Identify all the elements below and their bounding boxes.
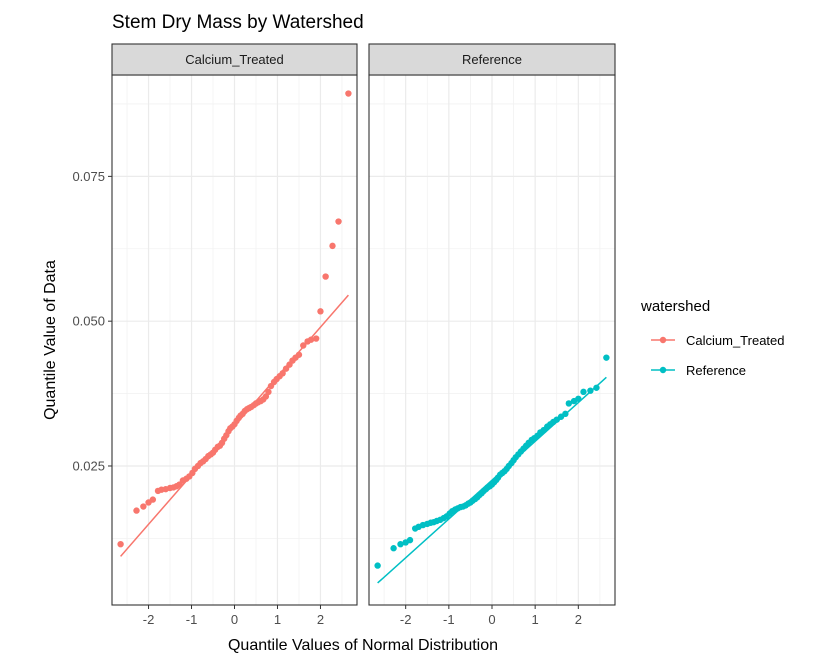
data-point bbox=[117, 540, 124, 548]
facet-strip-reference bbox=[368, 43, 616, 76]
data-point bbox=[390, 545, 397, 552]
points-reference bbox=[374, 354, 610, 569]
data-point bbox=[593, 384, 600, 391]
x-tick-label: 2 bbox=[317, 612, 324, 627]
legend-item-calcium-treated: Calcium_Treated bbox=[651, 333, 785, 348]
x-tick-label: -1 bbox=[443, 612, 455, 627]
panel-gridlines bbox=[112, 75, 357, 605]
x-tick-label: 1 bbox=[532, 612, 539, 627]
x-tick-label: 0 bbox=[488, 612, 495, 627]
data-point bbox=[317, 308, 324, 315]
facet-strip-label: Reference bbox=[462, 52, 522, 67]
x-axis-panel-1: -2 -1 0 1 2 bbox=[143, 605, 324, 627]
facet-panel-reference: Reference bbox=[368, 43, 616, 606]
data-point bbox=[295, 351, 303, 358]
facet-panel-calcium-treated: Calcium_Treated bbox=[111, 43, 358, 606]
legend-key-point bbox=[659, 366, 667, 374]
data-point bbox=[397, 540, 404, 548]
y-axis-title: Quantile Value of Data bbox=[42, 260, 59, 420]
data-point bbox=[279, 370, 286, 377]
x-tick-label: -2 bbox=[400, 612, 412, 627]
data-point bbox=[265, 388, 272, 396]
y-tick-label: 0.050 bbox=[72, 314, 105, 329]
data-point bbox=[406, 536, 414, 544]
data-point bbox=[322, 273, 329, 280]
legend-item-reference: Reference bbox=[651, 363, 746, 378]
data-point bbox=[140, 503, 147, 510]
data-point bbox=[300, 342, 307, 349]
legend: watershed Calcium_Treated Reference bbox=[640, 298, 785, 378]
y-axis: 0.025 0.050 0.075 bbox=[72, 169, 112, 473]
legend-label: Calcium_Treated bbox=[686, 333, 785, 348]
legend-label: Reference bbox=[686, 363, 746, 378]
data-point bbox=[335, 218, 342, 225]
data-point bbox=[603, 354, 610, 361]
x-tick-label: 2 bbox=[575, 612, 582, 627]
legend-key-point bbox=[659, 336, 667, 344]
facet-strip-calcium-treated bbox=[111, 43, 358, 76]
data-point bbox=[329, 242, 336, 250]
data-point bbox=[312, 335, 320, 342]
data-point bbox=[345, 90, 352, 97]
panel-gridlines bbox=[369, 75, 615, 605]
data-point bbox=[580, 388, 587, 396]
x-tick-label: -2 bbox=[143, 612, 155, 627]
legend-title: watershed bbox=[640, 298, 710, 315]
data-point bbox=[133, 507, 140, 514]
x-tick-label: 0 bbox=[231, 612, 238, 627]
data-point bbox=[307, 336, 315, 343]
y-tick-label: 0.075 bbox=[72, 169, 105, 184]
x-tick-label: 1 bbox=[274, 612, 281, 627]
data-point bbox=[587, 387, 594, 394]
x-axis-title: Quantile Values of Normal Distribution bbox=[228, 637, 498, 654]
data-point bbox=[149, 496, 157, 503]
chart-title: Stem Dry Mass by Watershed bbox=[112, 12, 364, 33]
y-tick-label: 0.025 bbox=[72, 458, 105, 473]
x-axis-panel-2: -2 -1 0 1 2 bbox=[400, 605, 582, 627]
data-point bbox=[575, 395, 582, 402]
points-calcium-treated bbox=[117, 90, 352, 548]
data-point bbox=[565, 400, 573, 407]
facet-strip-label: Calcium_Treated bbox=[185, 52, 284, 67]
data-point bbox=[374, 562, 381, 569]
data-point bbox=[562, 410, 569, 418]
x-tick-label: -1 bbox=[186, 612, 198, 627]
